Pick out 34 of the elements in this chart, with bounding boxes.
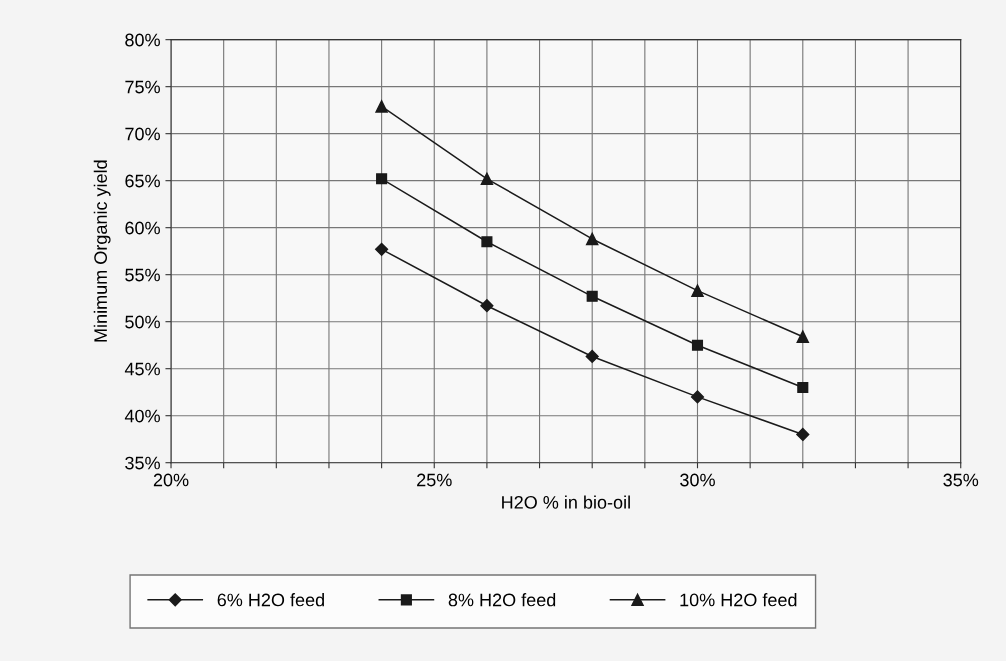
y-tick-label: 60%	[125, 221, 160, 235]
x-tick-label: 25%	[417, 473, 452, 487]
x-tick-label: 30%	[680, 473, 715, 487]
point	[691, 339, 704, 351]
point	[481, 236, 493, 248]
y-axis-title: Minimum Organic yield	[93, 160, 111, 342]
point	[796, 427, 810, 442]
point	[586, 290, 598, 302]
x-tick-label: 20%	[153, 473, 189, 487]
y-tick-label: 75%	[125, 80, 160, 94]
y-tick-label: 35%	[125, 456, 160, 470]
point	[797, 381, 809, 394]
point	[796, 330, 810, 343]
point	[480, 172, 494, 186]
legend-label: 10% H2O feed	[680, 593, 797, 607]
point	[375, 100, 388, 113]
legend-label: 6% H2O feed	[217, 593, 324, 607]
y-tick-label: 40%	[124, 409, 160, 423]
x-axis-title: H2O % in bio-oil	[502, 495, 630, 509]
legend-label: 8% H2O feed	[448, 593, 556, 607]
point	[375, 242, 389, 256]
point	[585, 349, 599, 364]
y-tick-label: 55%	[125, 268, 160, 282]
point	[480, 299, 494, 313]
y-tick-label: 50%	[125, 315, 160, 329]
point	[376, 173, 388, 185]
y-tick-label: 45%	[124, 362, 160, 376]
x-tick-label: 35%	[943, 473, 979, 487]
point	[690, 390, 705, 404]
y-tick-label: 70%	[125, 127, 160, 141]
y-tick-label: 80%	[125, 33, 160, 47]
point	[691, 284, 704, 297]
point	[585, 232, 599, 246]
y-tick-label: 65%	[125, 174, 160, 188]
